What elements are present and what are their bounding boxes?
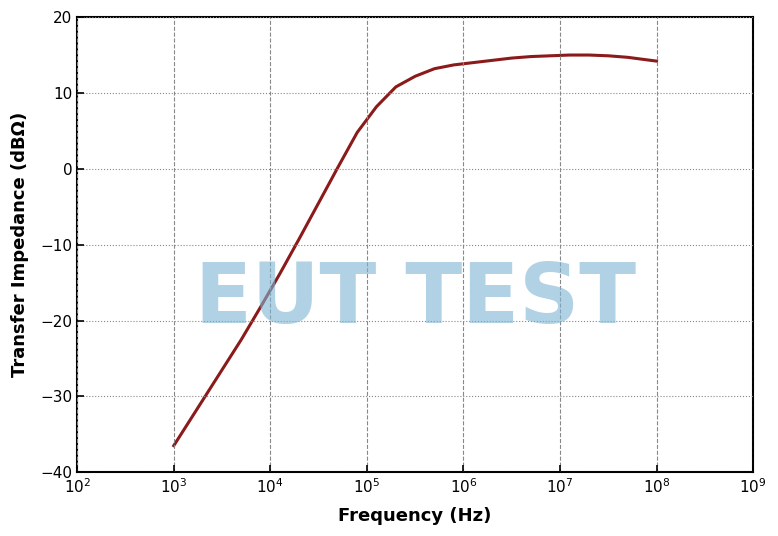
- X-axis label: Frequency (Hz): Frequency (Hz): [338, 507, 492, 525]
- Y-axis label: Transfer Impedance (dBΩ): Transfer Impedance (dBΩ): [11, 112, 29, 377]
- Text: EUT TEST: EUT TEST: [194, 259, 636, 340]
